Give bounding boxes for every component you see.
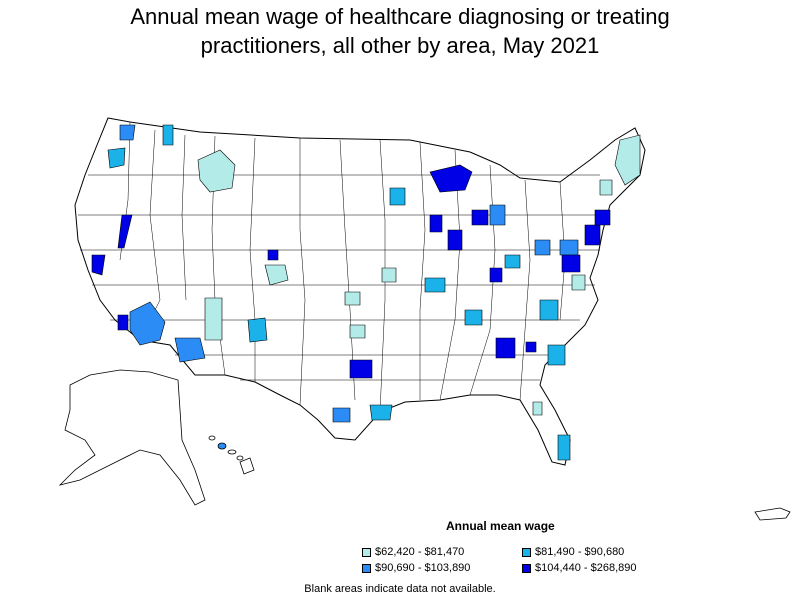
area-bay-area	[91, 254, 106, 276]
area-ohio	[504, 254, 521, 269]
legend-label-4: $104,440 - $268,890	[535, 562, 637, 574]
legend-item-2: $81,490 - $90,680	[522, 546, 624, 558]
legend-title: Annual mean wage	[446, 519, 555, 533]
area-new-mexico	[204, 297, 223, 341]
area-new-york-city	[594, 209, 611, 226]
area-south-carolina	[547, 344, 566, 366]
legend-swatch-4	[522, 563, 531, 573]
area-maryland	[561, 254, 581, 273]
legend-swatch-2	[522, 547, 531, 557]
legend-label-3: $90,690 - $103,890	[375, 562, 471, 574]
area-colorado	[264, 264, 289, 286]
area-new-jersey	[584, 224, 601, 246]
footnote: Blank areas indicate data not available.	[304, 583, 496, 595]
area-wisconsin	[389, 187, 406, 206]
area-montana	[197, 149, 236, 193]
area-san-antonio	[332, 407, 351, 423]
area-dallas	[349, 359, 373, 379]
area-illinois	[424, 277, 446, 293]
legend-item-1: $62,420 - $81,470	[362, 546, 464, 558]
area-maine	[614, 134, 641, 186]
legend-swatch-3	[362, 563, 371, 573]
legend-label-1: $62,420 - $81,470	[375, 546, 465, 558]
title-line-1: Annual mean wage of healthcare diagnosin…	[130, 4, 670, 29]
area-pennsylvania	[534, 239, 551, 256]
alaska-outline	[58, 369, 206, 506]
area-north-carolina	[539, 299, 559, 321]
area-oklahoma	[349, 324, 366, 339]
area-washington	[107, 147, 126, 169]
puerto-rico	[754, 507, 791, 521]
area-houston	[369, 404, 393, 421]
area-virginia-b	[559, 239, 579, 256]
area-michigan-s	[489, 204, 506, 226]
area-central-california	[117, 214, 133, 249]
area-los-angeles	[117, 314, 129, 331]
hawaii-islands	[208, 435, 255, 475]
area-michigan-e	[471, 209, 489, 226]
legend-swatch-1	[362, 547, 371, 557]
area-indiana	[489, 267, 503, 283]
legend-item-4: $104,440 - $268,890	[522, 562, 637, 574]
area-upper-michigan	[429, 164, 473, 193]
area-washington-b	[119, 124, 136, 141]
area-southern-california	[129, 301, 166, 346]
area-atlanta	[495, 337, 516, 359]
area-kansas	[344, 291, 361, 306]
area-virginia-a	[571, 274, 586, 291]
title-line-2: practitioners, all other by area, May 20…	[200, 33, 600, 58]
area-georgia-b	[525, 341, 537, 353]
us-wage-map	[58, 117, 791, 521]
area-vermont	[599, 179, 613, 196]
map-title: Annual mean wage of healthcare diagnosin…	[0, 2, 800, 60]
area-kentucky	[464, 309, 483, 326]
area-florida-b	[557, 434, 571, 461]
wage-areas	[91, 124, 641, 461]
area-florida-a	[532, 401, 543, 416]
legend-item-3: $90,690 - $103,890	[362, 562, 470, 574]
area-chicago	[447, 229, 463, 251]
legend-label-2: $81,490 - $90,680	[535, 546, 625, 558]
area-idaho	[162, 124, 174, 146]
area-colorado-b	[267, 249, 279, 261]
area-arizona-s	[247, 317, 268, 343]
area-iowa	[381, 267, 397, 283]
area-wisconsin-b	[429, 214, 443, 233]
area-phoenix	[174, 337, 206, 363]
